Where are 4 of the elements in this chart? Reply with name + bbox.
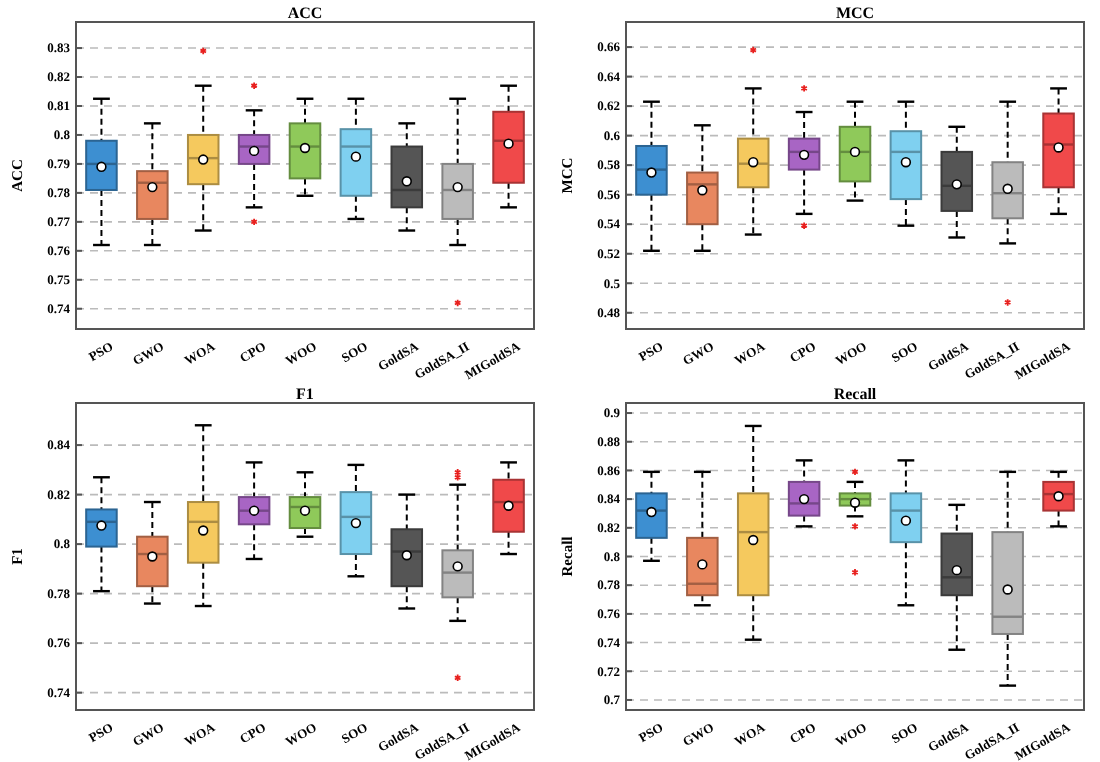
chart-title: ACC: [287, 4, 323, 22]
chart-title: Recall: [833, 385, 878, 403]
chart-title: MCC: [835, 4, 875, 22]
chart-title: F1: [296, 385, 314, 403]
